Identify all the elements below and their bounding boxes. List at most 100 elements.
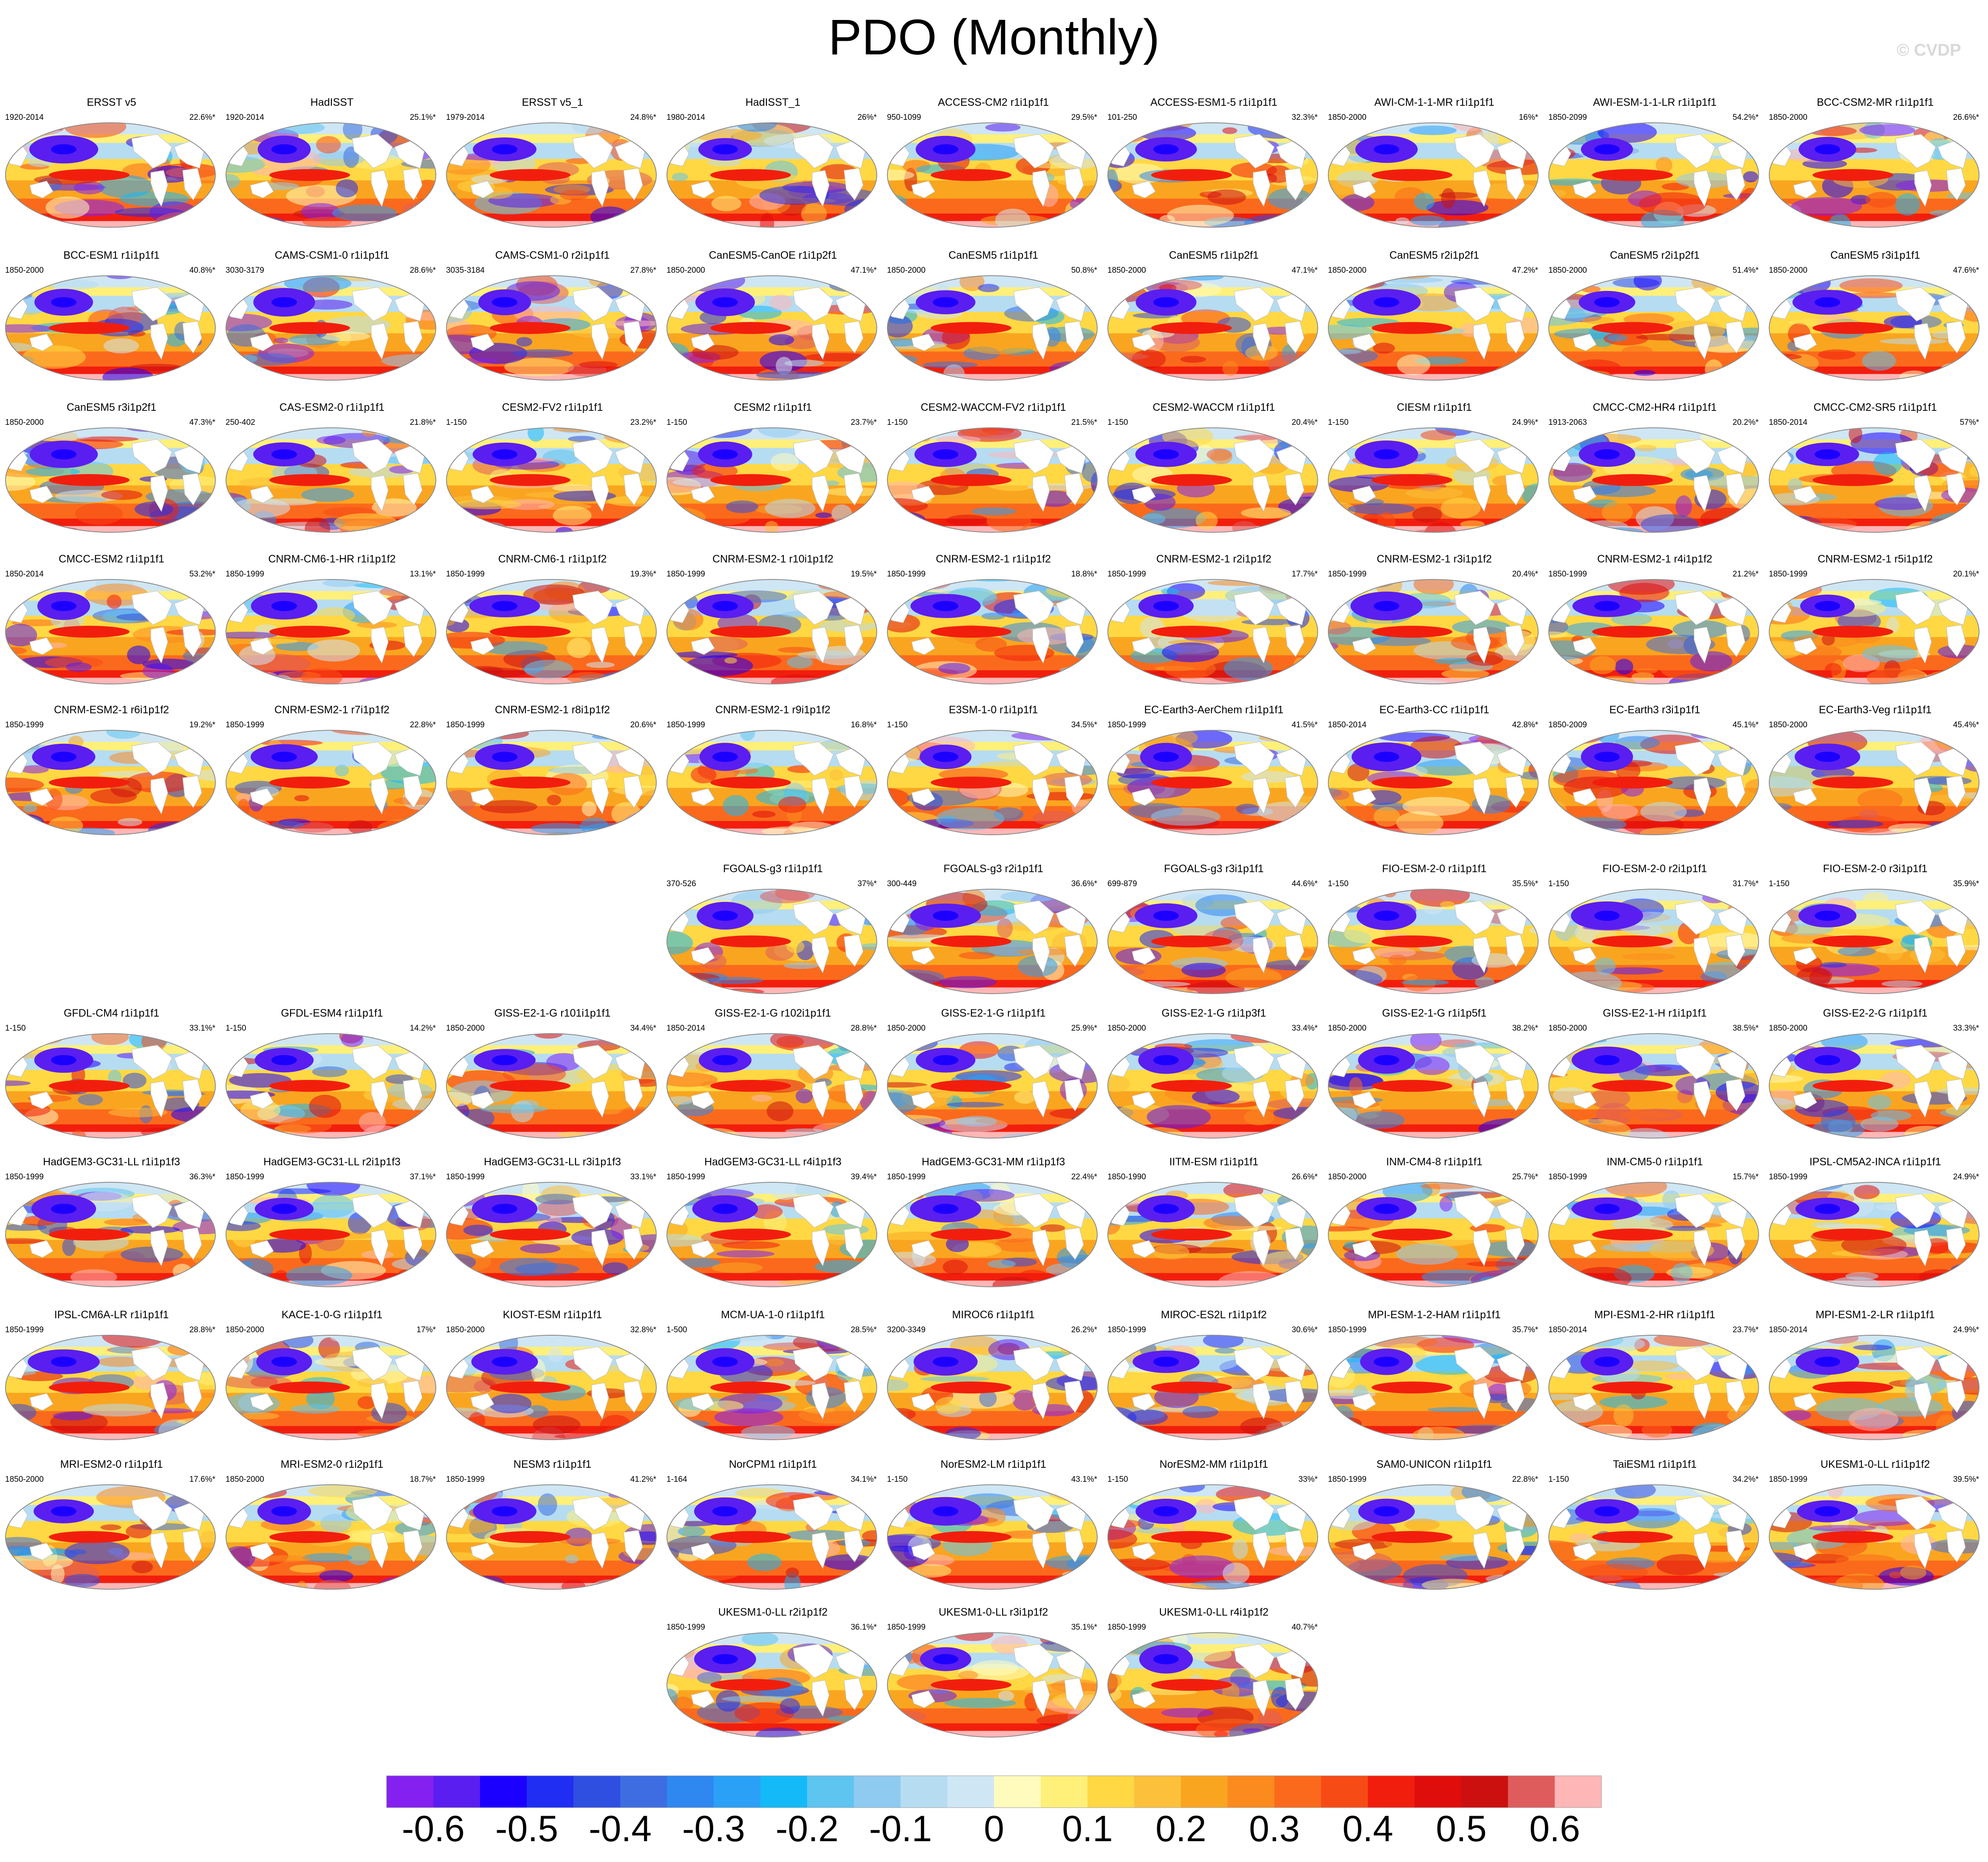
- panel-period: 1850-2000: [1328, 1173, 1367, 1181]
- panel-variance-pct: 28.8%*: [189, 1325, 215, 1334]
- panel-title: CMCC-CM2-HR4 r1i1p1f1: [1593, 401, 1717, 413]
- panel-period: 1850-1999: [1328, 1325, 1367, 1334]
- panel-variance-pct: 36.6%*: [1071, 879, 1097, 888]
- map-panel: CanESM5 r1i1p1f1 1850-2000 50.8%*: [886, 249, 1101, 381]
- map-panel: CESM2-WACCM-FV2 r1i1p1f1 1-150 21.5%*: [886, 401, 1101, 534]
- map-panel: CMCC-ESM2 r1i1p1f1 1850-2014 53.2%*: [4, 553, 219, 685]
- panel-title: ERSST v5_1: [522, 96, 583, 108]
- panel-variance-pct: 28.6%*: [409, 266, 436, 275]
- map-panel: IITM-ESM r1i1p1f1 1850-1990 26.6%*: [1107, 1156, 1321, 1288]
- panel-variance-pct: 44.6%*: [1291, 879, 1318, 888]
- panel-period: 1-150: [1328, 418, 1349, 427]
- panel-title: FIO-ESM-2-0 r1i1p1f1: [1382, 863, 1487, 875]
- panel-title: CNRM-ESM2-1 r2i1p1f2: [1156, 553, 1271, 565]
- panel-title: EC-Earth3-CC r1i1p1f1: [1379, 704, 1489, 716]
- panel-variance-pct: 51.4%*: [1732, 266, 1759, 275]
- pattern-map: [446, 730, 657, 835]
- colorbar-swatch: [947, 1776, 994, 1808]
- panel-title: CAS-ESM2-0 r1i1p1f1: [279, 401, 385, 413]
- panel-title: CNRM-ESM2-1 r6i1p1f2: [54, 704, 169, 716]
- map-panel: MCM-UA-1-0 r1i1p1f1 1-500 28.5%*: [666, 1308, 880, 1441]
- panel-period: 250-402: [226, 418, 255, 427]
- panel-period: 1850-1999: [1107, 1325, 1146, 1334]
- panel-period: 1-150: [5, 1024, 26, 1033]
- pattern-map: [5, 122, 216, 228]
- panel-period: 1850-1999: [446, 570, 485, 579]
- map-panel: AWI-ESM-1-1-LR r1i1p1f1 1850-2099 54.2%*: [1547, 96, 1762, 229]
- panel-variance-pct: 40.7%*: [1291, 1623, 1318, 1632]
- colorbar-tick-label: -0.5: [495, 1808, 559, 1849]
- panel-variance-pct: 33.1%*: [630, 1173, 656, 1181]
- panel-period: 1850-1990: [1107, 1173, 1146, 1181]
- pattern-map: [226, 427, 436, 533]
- map-panel: CNRM-ESM2-1 r7i1p1f2 1850-1999 22.8%*: [225, 704, 439, 836]
- pattern-map: [226, 1484, 436, 1590]
- panel-variance-pct: 45.1%*: [1732, 721, 1759, 729]
- panel-title: CNRM-ESM2-1 r5i1p1f2: [1818, 553, 1933, 565]
- colorbar-swatch: [1087, 1776, 1135, 1808]
- colorbar-tick-label: -0.2: [775, 1808, 839, 1849]
- panel-title: CanESM5-CanOE r1i1p2f1: [709, 249, 837, 261]
- panel-period: 1850-1999: [446, 721, 485, 729]
- pattern-map: [887, 275, 1098, 381]
- pattern-map: [887, 889, 1098, 994]
- pattern-map: [226, 122, 436, 228]
- panel-title: FGOALS-g3 r1i1p1f1: [723, 863, 823, 875]
- pattern-map: [1107, 579, 1318, 684]
- pattern-map: [666, 427, 877, 533]
- colorbar-swatch: [714, 1776, 761, 1808]
- colorbar-swatch: [1274, 1776, 1322, 1808]
- map-panel: NorESM2-LM r1i1p1f1 1-150 43.1%*: [886, 1458, 1101, 1591]
- colorbar-swatch: [1461, 1776, 1508, 1808]
- panel-period: 1850-1999: [666, 1623, 705, 1632]
- map-panel: UKESM1-0-LL r4i1p1f2 1850-1999 40.7%*: [1107, 1606, 1321, 1738]
- map-panel: CAS-ESM2-0 r1i1p1f1 250-402 21.8%*: [225, 401, 439, 534]
- pattern-map: [1548, 730, 1759, 835]
- panel-title: FGOALS-g3 r2i1p1f1: [943, 863, 1043, 875]
- pattern-map: [1548, 1484, 1759, 1590]
- panel-variance-pct: 42.8%*: [1512, 721, 1538, 729]
- panel-title: FIO-ESM-2-0 r3i1p1f1: [1823, 863, 1928, 875]
- panel-period: 1850-2000: [1769, 266, 1807, 275]
- panel-variance-pct: 36.1%*: [850, 1623, 877, 1632]
- pattern-map: [1107, 889, 1318, 994]
- colorbar-swatch: [994, 1776, 1041, 1808]
- colorbar-swatch: [1415, 1776, 1462, 1808]
- map-panel: CMCC-CM2-SR5 r1i1p1f1 1850-2014 57%*: [1768, 401, 1982, 534]
- colorbar-swatch: [760, 1776, 808, 1808]
- pattern-map: [887, 122, 1098, 228]
- pattern-map: [1328, 579, 1539, 684]
- panel-title: AWI-ESM-1-1-LR r1i1p1f1: [1593, 96, 1717, 108]
- panel-title: CanESM5 r3i1p1f1: [1830, 249, 1920, 261]
- panel-variance-pct: 25.7%*: [1512, 1173, 1538, 1181]
- pattern-map: [226, 579, 436, 684]
- map-panel: CNRM-ESM2-1 r5i1p1f2 1850-1999 20.1%*: [1768, 553, 1982, 685]
- panel-period: 1850-2000: [226, 1325, 264, 1334]
- panel-title: INM-CM5-0 r1i1p1f1: [1607, 1156, 1703, 1168]
- pattern-map: [1548, 1335, 1759, 1440]
- panel-variance-pct: 25.9%*: [1071, 1024, 1097, 1033]
- pattern-map: [1328, 1484, 1539, 1590]
- panel-title: CESM2 r1i1p1f1: [734, 401, 812, 413]
- panel-period: 1979-2014: [446, 113, 485, 122]
- map-panel: EC-Earth3-CC r1i1p1f1 1850-2014 42.8%*: [1327, 704, 1542, 836]
- panel-period: 1850-2000: [887, 266, 926, 275]
- panel-variance-pct: 35.7%*: [1512, 1325, 1538, 1334]
- pattern-map: [1769, 889, 1980, 994]
- panel-variance-pct: 21.2%*: [1732, 570, 1759, 579]
- panel-variance-pct: 47.6%*: [1953, 266, 1979, 275]
- map-panel: CanESM5 r3i1p2f1 1850-2000 47.3%*: [4, 401, 219, 534]
- panel-variance-pct: 39.5%*: [1953, 1475, 1979, 1484]
- colorbar-swatch: [1508, 1776, 1555, 1808]
- map-panel: GFDL-CM4 r1i1p1f1 1-150 33.1%*: [4, 1007, 219, 1139]
- panel-period: 1850-2000: [1548, 266, 1587, 275]
- colorbar-tick-label: 0.2: [1155, 1808, 1206, 1849]
- map-panel: GISS-E2-1-G r101i1p1f1 1850-2000 34.4%*: [445, 1007, 660, 1139]
- pattern-map: [446, 275, 657, 381]
- colorbar-tick-label: -0.4: [588, 1808, 652, 1849]
- pattern-map: [887, 1484, 1098, 1590]
- map-panel: FGOALS-g3 r2i1p1f1 300-449 36.6%*: [886, 862, 1101, 995]
- panel-variance-pct: 37.1%*: [409, 1173, 436, 1181]
- panel-period: 1850-2000: [1769, 113, 1807, 122]
- panel-variance-pct: 19.5%*: [850, 570, 877, 579]
